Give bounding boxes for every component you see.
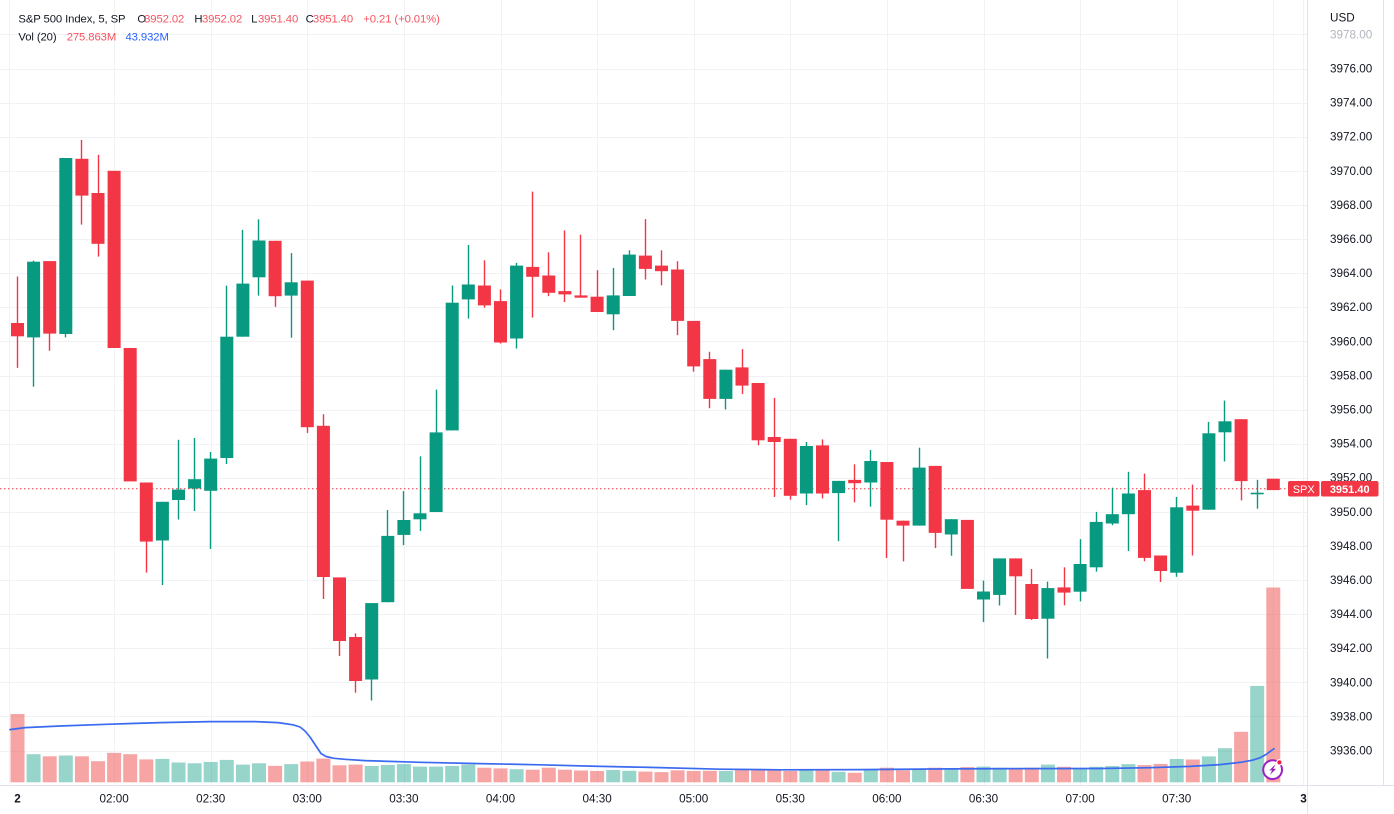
svg-text:3951.40: 3951.40 [1330, 484, 1370, 496]
svg-text:3944.00: 3944.00 [1330, 608, 1373, 621]
svg-text:3: 3 [1300, 793, 1307, 806]
svg-text:3972.00: 3972.00 [1330, 131, 1373, 144]
svg-text:3976.00: 3976.00 [1330, 63, 1373, 76]
svg-text:04:30: 04:30 [582, 793, 612, 806]
svg-text:2: 2 [14, 793, 21, 806]
svg-text:3956.00: 3956.00 [1330, 404, 1373, 417]
svg-text:3954.00: 3954.00 [1330, 438, 1373, 451]
svg-text:3938.00: 3938.00 [1330, 710, 1373, 723]
svg-text:05:30: 05:30 [776, 793, 806, 806]
svg-text:SPX: SPX [1293, 484, 1316, 496]
svg-text:3970.00: 3970.00 [1330, 165, 1373, 178]
svg-text:3966.00: 3966.00 [1330, 233, 1373, 246]
svg-text:05:00: 05:00 [679, 793, 709, 806]
svg-text:3940.00: 3940.00 [1330, 676, 1373, 689]
svg-text:3948.00: 3948.00 [1330, 540, 1373, 553]
svg-text:03:00: 03:00 [293, 793, 323, 806]
svg-text:07:00: 07:00 [1065, 793, 1095, 806]
svg-text:3962.00: 3962.00 [1330, 301, 1373, 314]
svg-text:3968.00: 3968.00 [1330, 199, 1373, 212]
svg-text:3974.00: 3974.00 [1330, 97, 1373, 110]
svg-text:06:00: 06:00 [872, 793, 902, 806]
svg-text:3958.00: 3958.00 [1330, 369, 1373, 382]
svg-text:3960.00: 3960.00 [1330, 335, 1373, 348]
svg-text:3964.00: 3964.00 [1330, 267, 1373, 280]
svg-text:3950.00: 3950.00 [1330, 506, 1373, 519]
svg-text:02:00: 02:00 [99, 793, 129, 806]
svg-text:3942.00: 3942.00 [1330, 642, 1373, 655]
svg-text:04:00: 04:00 [486, 793, 516, 806]
svg-text:03:30: 03:30 [389, 793, 419, 806]
svg-text:06:30: 06:30 [969, 793, 999, 806]
svg-text:3946.00: 3946.00 [1330, 574, 1373, 587]
svg-text:07:30: 07:30 [1162, 793, 1192, 806]
svg-text:3936.00: 3936.00 [1330, 745, 1373, 758]
svg-text:USD: USD [1330, 12, 1355, 25]
svg-text:3978.00: 3978.00 [1330, 28, 1373, 41]
svg-text:02:30: 02:30 [196, 793, 226, 806]
